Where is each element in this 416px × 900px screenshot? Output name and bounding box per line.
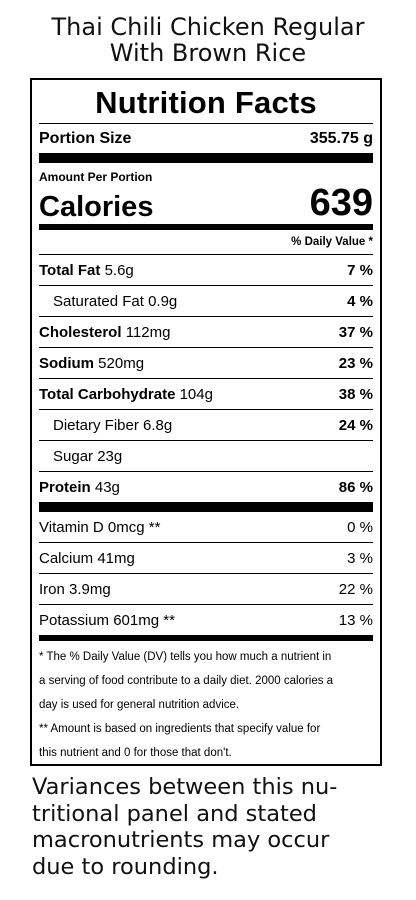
variance-line: due to rounding. (32, 853, 219, 880)
nutrient-dv: 86 % (338, 478, 373, 496)
nutrient-name: Total Carbohydrate (39, 385, 176, 403)
nutrient-row-total-carbohydrate: Total Carbohydrate 104g 38 % (39, 378, 373, 409)
vitamin-text: Vitamin D 0mcg ** (39, 518, 161, 536)
nutrient-amount: 520mg (98, 354, 145, 372)
footnote-line: a serving of food contribute to a daily … (39, 675, 334, 687)
product-title-line1: Thai Chili Chicken Regular (51, 13, 365, 41)
portion-size-value: 355.75 g (309, 129, 373, 147)
vitamin-dv: 22 % (338, 580, 373, 598)
product-title-line2: With Brown Rice (109, 39, 307, 67)
nutrient-amount: 43g (94, 478, 120, 496)
portion-size-label: Portion Size (39, 129, 132, 147)
vitamin-dv: 0 % (347, 518, 373, 536)
nutrient-amount: 5.6g (104, 261, 134, 279)
product-title: Thai Chili Chicken Regular With Brown Ri… (0, 14, 416, 66)
nutrient-row-dietary-fiber: Dietary Fiber 6.8g 24 % (39, 409, 373, 440)
variance-line: tritional panel and stated (32, 800, 317, 827)
nutrient-dv: 4 % (347, 292, 373, 310)
vitamin-row-calcium: Calcium 41mg 3 % (39, 542, 373, 573)
footnote-line: * The % Daily Value (DV) tells you how m… (39, 651, 332, 663)
nutrient-name: Saturated Fat (53, 292, 144, 310)
vitamin-dv: 13 % (338, 611, 373, 629)
variance-note: Variances between this nu- tritional pan… (32, 774, 392, 880)
nutrient-row-saturated-fat: Saturated Fat 0.9g 4 % (39, 285, 373, 316)
nutrient-name: Sugar (53, 447, 94, 465)
portion-size-row: Portion Size 355.75 g (39, 124, 373, 153)
calories-row: Calories 639 (39, 180, 373, 224)
nutrient-amount: 112mg (125, 323, 171, 341)
calories-value: 639 (309, 182, 373, 224)
nutrient-name: Sodium (39, 354, 94, 372)
footnote-line: ** Amount is based on ingredients that s… (39, 723, 321, 735)
vitamin-row-vitamin-d: Vitamin D 0mcg ** 0 % (39, 512, 373, 542)
nutrient-dv: 37 % (338, 323, 373, 341)
nutrient-row-cholesterol: Cholesterol 112mg 37 % (39, 316, 373, 347)
variance-line: macronutrients may occur (32, 827, 330, 853)
thick-divider (39, 502, 373, 512)
footnote-line: day is used for general nutrition advice… (39, 699, 240, 711)
nutrient-row-total-fat: Total Fat 5.6g 7 % (39, 254, 373, 285)
divider (39, 123, 373, 124)
nutrient-name: Dietary Fiber (53, 416, 139, 434)
nutrient-row-protein: Protein 43g 86 % (39, 471, 373, 502)
nutrition-facts-heading: Nutrition Facts (95, 85, 317, 120)
vitamin-text: Iron 3.9mg (39, 580, 111, 598)
vitamin-text: Potassium 601mg ** (39, 611, 175, 629)
medium-divider (39, 635, 373, 641)
footnote-line: this nutrient and 0 for those that don't… (39, 747, 232, 759)
vitamin-row-iron: Iron 3.9mg 22 % (39, 573, 373, 604)
nutrient-amount: 0.9g (148, 292, 178, 310)
nutrient-name: Protein (39, 478, 91, 496)
variance-line: Variances between this nu- (32, 774, 338, 800)
vitamin-dv: 3 % (347, 549, 373, 567)
nutrient-dv: 23 % (338, 354, 373, 372)
nutrient-name: Total Fat (39, 261, 101, 279)
calories-label: Calories (39, 191, 154, 223)
vitamin-text: Calcium 41mg (39, 549, 135, 567)
nutrient-row-sodium: Sodium 520mg 23 % (39, 347, 373, 378)
footnote: * The % Daily Value (DV) tells you how m… (39, 641, 373, 765)
amount-per-portion: Amount Per Portion (39, 170, 153, 184)
nutrient-row-sugar: Sugar 23g (39, 440, 373, 471)
nutrient-dv: 24 % (338, 416, 373, 434)
nutrient-dv: 7 % (347, 261, 373, 279)
nutrient-dv: 38 % (338, 385, 373, 403)
nutrient-amount: 6.8g (143, 416, 173, 434)
medium-divider (39, 224, 373, 230)
daily-value-header: % Daily Value * (291, 236, 373, 248)
vitamin-row-potassium: Potassium 601mg ** 13 % (39, 604, 373, 635)
nutrient-name: Cholesterol (39, 323, 122, 341)
nutrient-amount: 23g (97, 447, 123, 465)
nutrition-facts-panel: Nutrition Facts Portion Size 355.75 g Am… (30, 78, 382, 766)
thick-divider (39, 153, 373, 163)
nutrient-amount: 104g (179, 385, 213, 403)
